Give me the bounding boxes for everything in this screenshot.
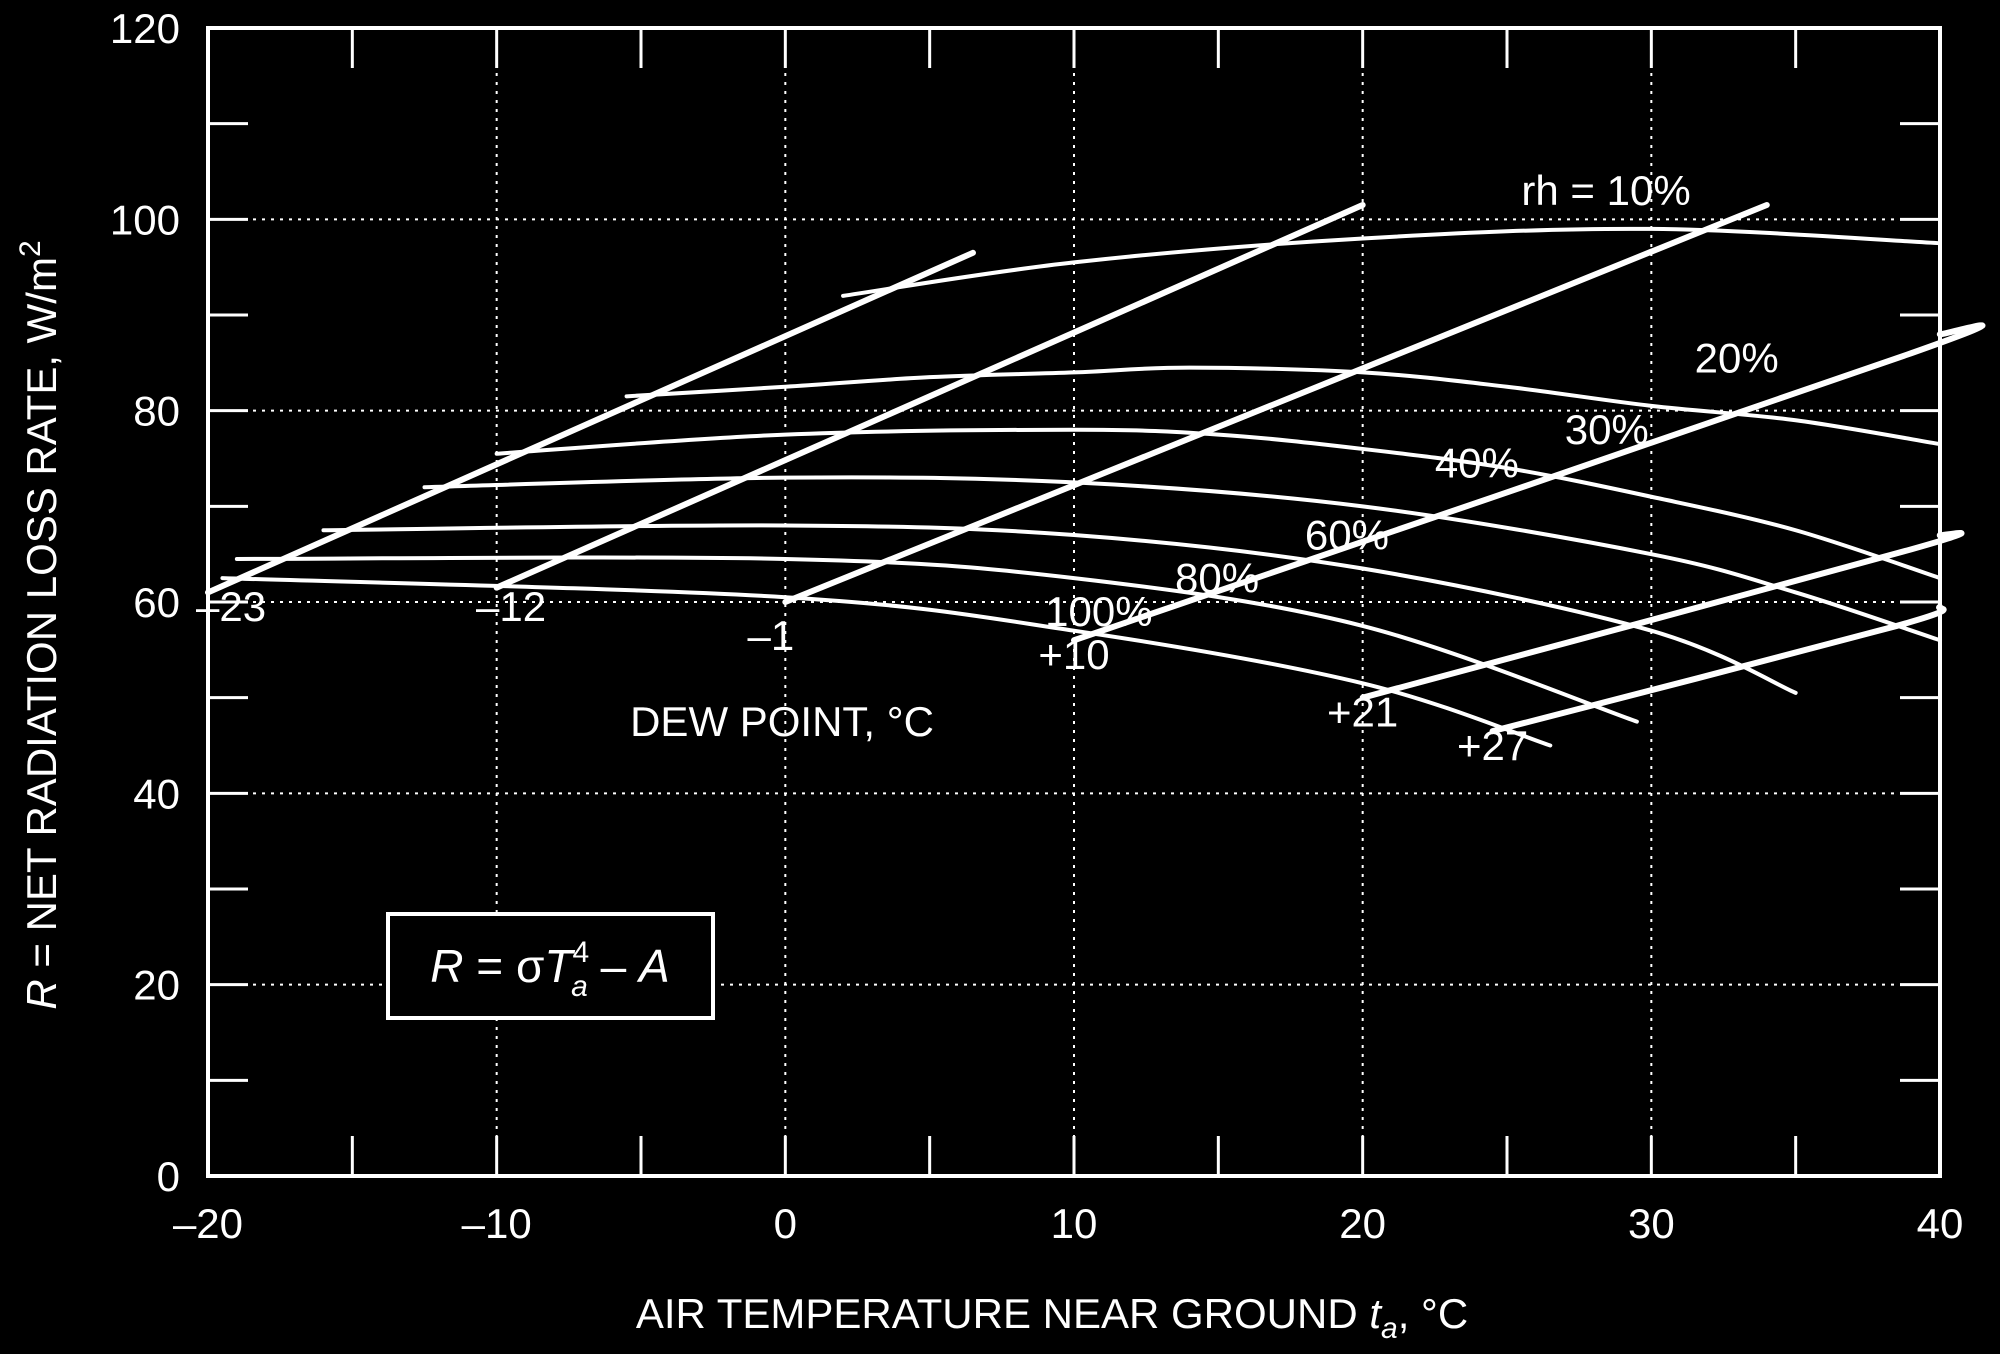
rh-curve [494, 427, 1942, 581]
y-tick-label: 0 [157, 1153, 180, 1200]
formula-box-border [386, 912, 715, 1020]
y-axis-title-main: = NET RADIATION LOSS RATE, W/m [18, 257, 65, 979]
dew-point-line [1071, 322, 1986, 644]
rh-curve [624, 365, 1942, 447]
y-tick-label: 120 [110, 5, 180, 52]
x-axis-title-sub: a [1381, 1312, 1398, 1345]
formula-box: R = σT4 a – A [386, 912, 715, 1020]
x-axis-title: AIR TEMPERATURE NEAR GROUND ta, °C [636, 1290, 1468, 1345]
rh-curve-label: 30% [1565, 406, 1649, 453]
y-axis-title-sup: 2 [14, 240, 47, 257]
formula-t: T [544, 940, 575, 992]
dew-point-label: –1 [748, 612, 795, 659]
dew-point-label: +10 [1038, 631, 1109, 678]
rh-curve-label: 20% [1695, 334, 1779, 381]
rh-curve [220, 576, 1553, 748]
formula-exponent: 4 [572, 936, 589, 969]
y-tick-label: 20 [133, 962, 180, 1009]
curve-labels: rh = 10% 20% 30% 40% 60% 80% 100% –23 –12 –1 +10 +2… [196, 167, 1779, 769]
rh-curve-label: rh = 10% [1521, 167, 1690, 214]
x-tick-label: 30 [1628, 1200, 1675, 1247]
dew-point-line [493, 201, 1366, 591]
x-axis-title-main: AIR TEMPERATURE NEAR GROUND [636, 1290, 1370, 1337]
formula-eq: = σ [464, 940, 545, 992]
rh-curve [841, 226, 1942, 298]
dew-point-line [205, 249, 976, 596]
dew-point-label: +27 [1457, 722, 1528, 769]
x-tick-label: 20 [1339, 1200, 1386, 1247]
rh-curve-label: 60% [1305, 511, 1389, 558]
dew-point-label: –12 [476, 583, 546, 630]
x-tick-label: 0 [774, 1200, 797, 1247]
rh-curve [234, 555, 1639, 724]
tick-labels: –20 –10 0 10 20 30 40 0 20 40 60 80 100 120 [110, 5, 1963, 1247]
y-tick-label: 100 [110, 196, 180, 243]
dew-point-label: +21 [1327, 688, 1398, 735]
formula-subscript: a [571, 970, 588, 1003]
y-tick-label: 60 [133, 579, 180, 626]
curves [205, 201, 1986, 748]
formula-r: R [430, 940, 463, 992]
y-axis-title: R = NET RADIATION LOSS RATE, W/m2 [14, 240, 65, 1009]
x-tick-label: 40 [1917, 1200, 1964, 1247]
formula-minus: – [588, 940, 639, 992]
x-tick-label: 10 [1051, 1200, 1098, 1247]
dew-point-line [1489, 603, 1947, 735]
formula: R = σT4 a – A [430, 936, 669, 1003]
x-tick-label: –10 [462, 1200, 532, 1247]
dew-point-label: –23 [196, 583, 266, 630]
y-tick-label: 40 [133, 770, 180, 817]
dew-point-line [1359, 529, 1965, 701]
plot-frame [206, 26, 1942, 1178]
dew-point-title: DEW POINT, °C [630, 698, 934, 745]
y-tick-label: 80 [133, 388, 180, 435]
x-tick-label: –20 [173, 1200, 243, 1247]
rh-curve-label: 80% [1175, 554, 1259, 601]
x-axis-title-var: t [1369, 1290, 1383, 1337]
y-axis-title-var: R [18, 979, 65, 1009]
rh-curve-label: 100% [1045, 588, 1152, 635]
formula-a: A [636, 940, 670, 992]
x-axis-title-unit: , °C [1398, 1290, 1468, 1337]
dew-point-line [782, 201, 1770, 605]
rh-curve-label: 40% [1435, 440, 1519, 487]
